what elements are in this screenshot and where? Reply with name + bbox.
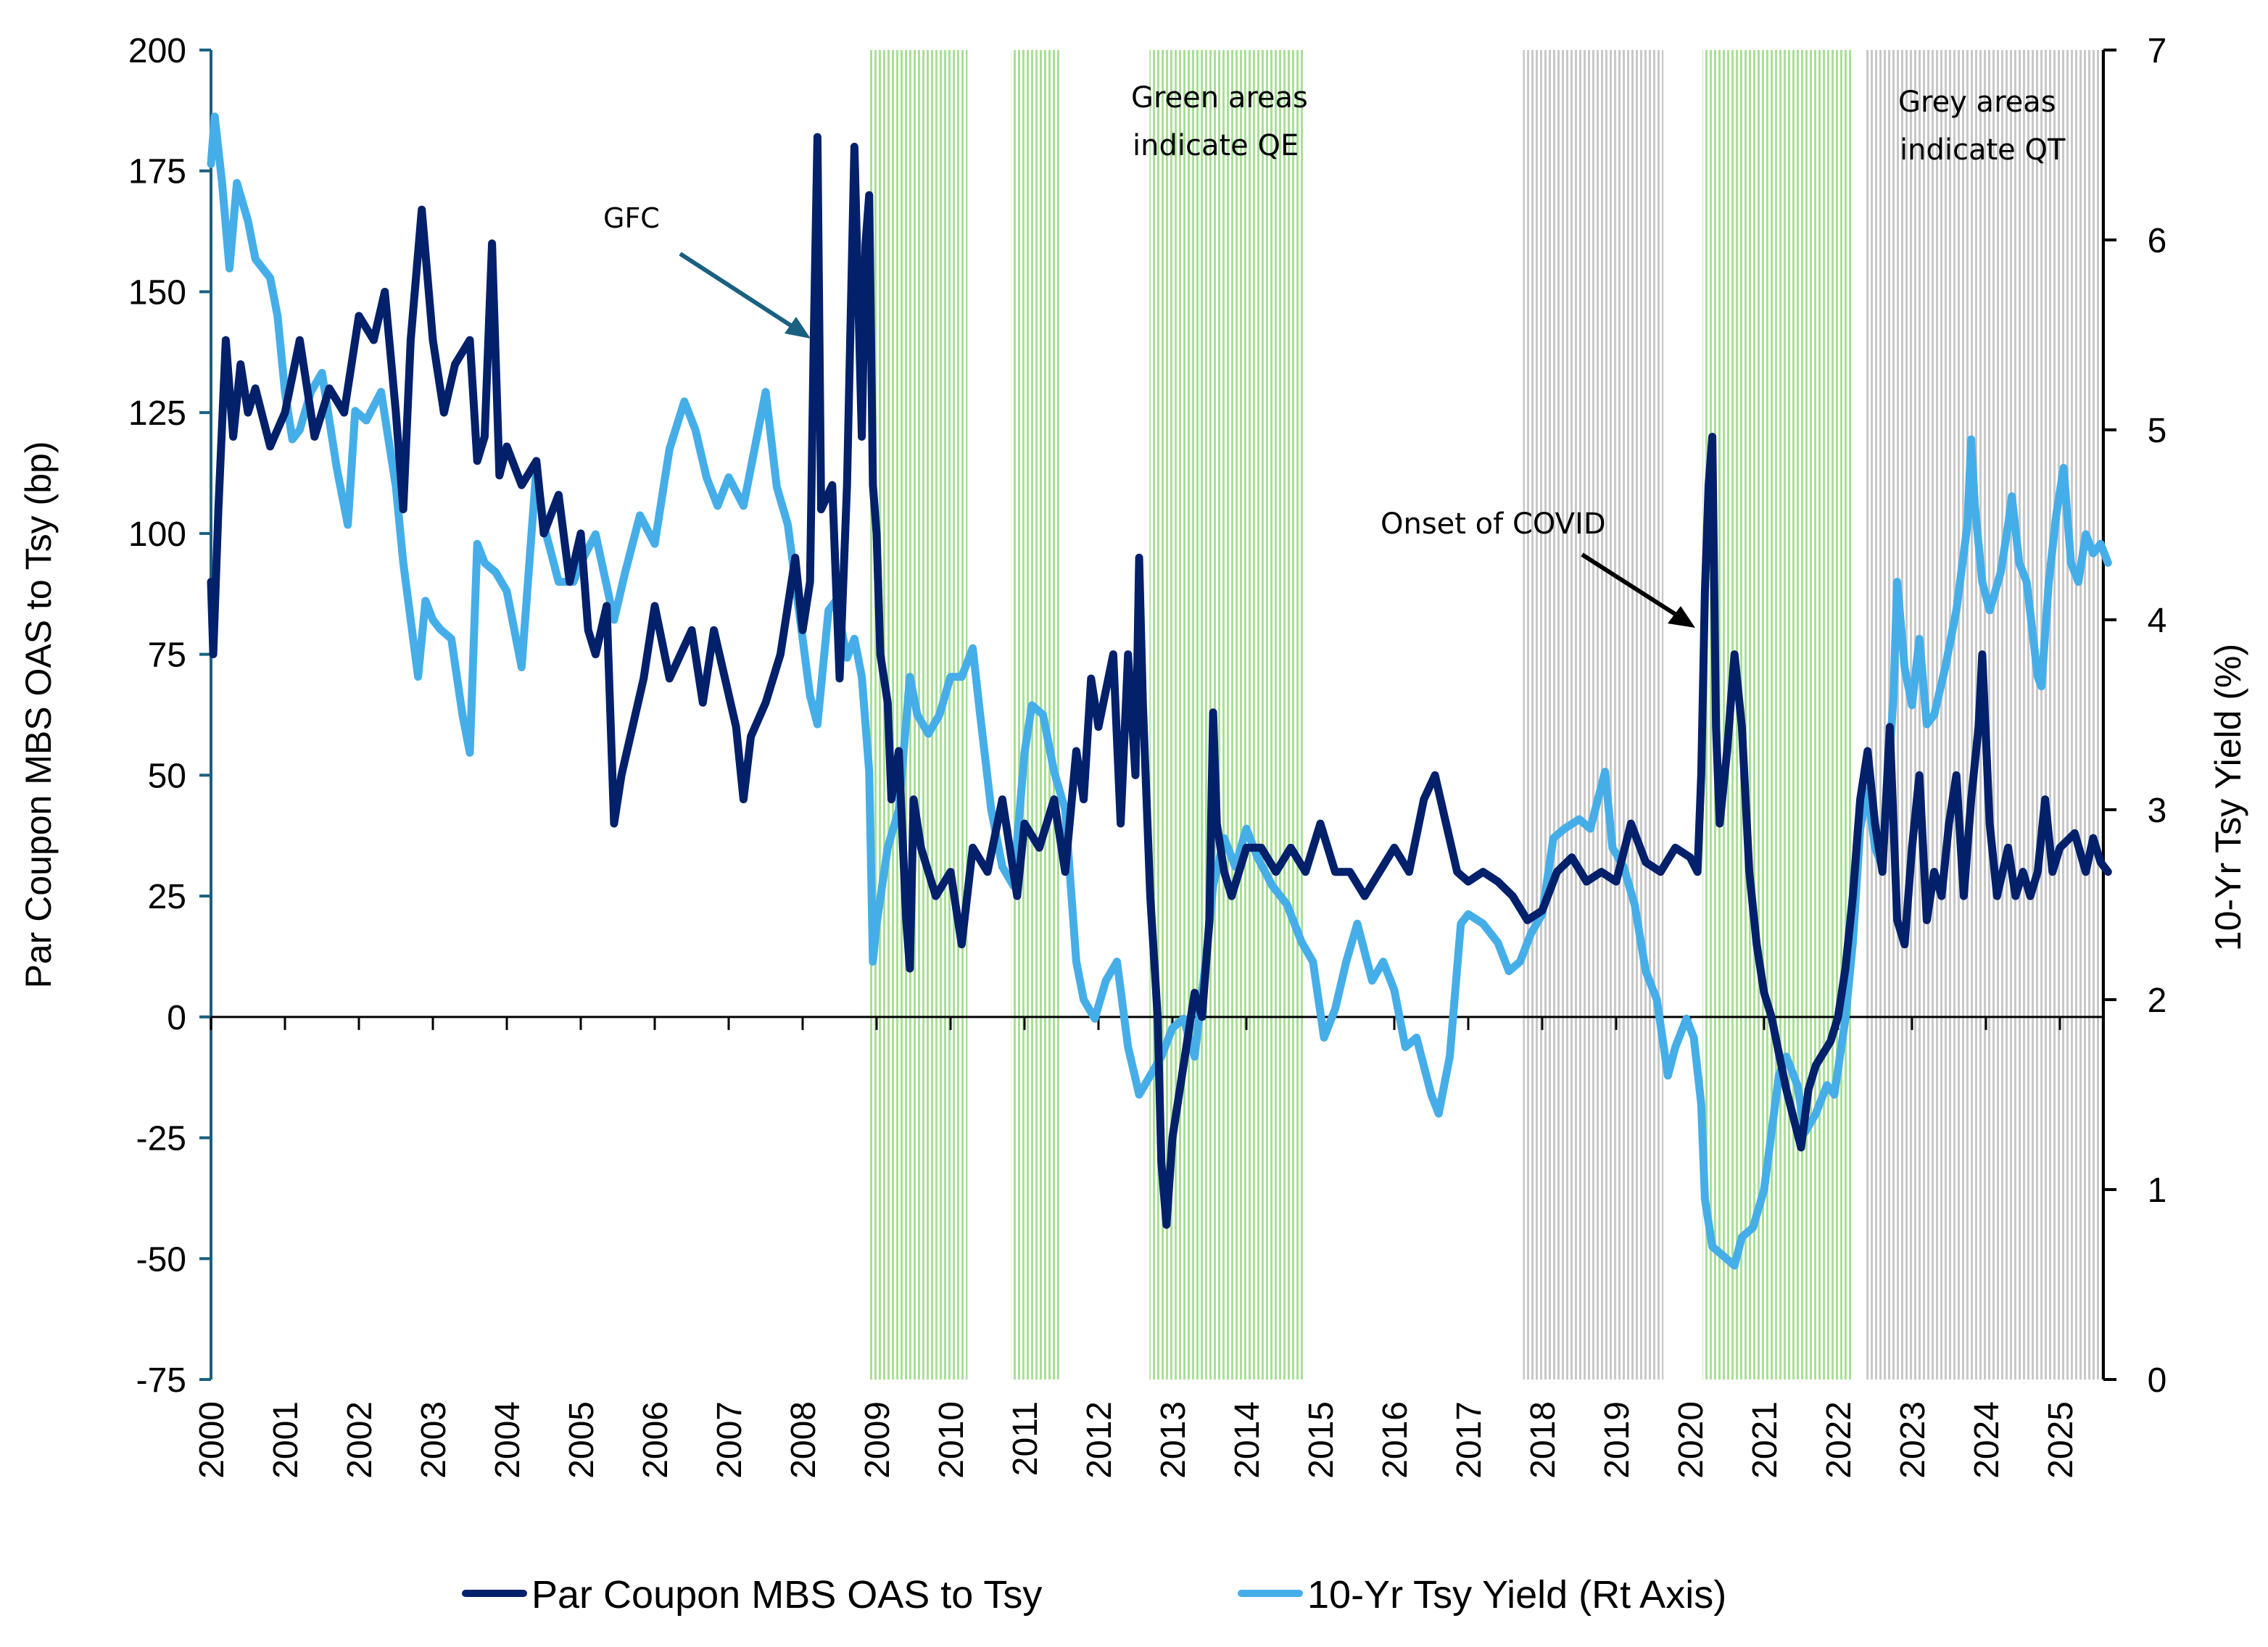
right-y-tick-label: 4 [2148,602,2167,640]
right-y-tick-label: 2 [2148,982,2167,1020]
qt-note-line2: indicate QT [1900,133,2066,167]
x-tick-label: 2007 [711,1401,749,1479]
left-y-tick-label: 75 [148,636,186,675]
axes: 200 175 150 125 100 75 50 25 0 -25 -50 -75 7 6 5 4 3 2 1 0 2… [128,32,2166,1479]
left-y-tick-label: -25 [136,1120,186,1158]
qe-note-line1: Green areas [1131,81,1308,115]
x-tick-label: 2018 [1524,1401,1563,1479]
legend-item-oas[interactable]: Par Coupon MBS OAS to Tsy [462,1573,1042,1617]
right-axis-title: 10-Yr Tsy Yield (%) [2208,644,2248,951]
right-y-tick-label: 5 [2148,412,2167,450]
x-tick-label: 2019 [1598,1401,1636,1479]
x-tick-label: 2022 [1820,1401,1858,1479]
x-tick-label: 2004 [489,1401,527,1479]
gfc-arrowhead [785,317,811,339]
covid-arrow [1581,552,1682,620]
x-tick-label: 2023 [1894,1401,1932,1479]
covid-annotation-label: Onset of COVID [1381,507,1606,541]
right-y-tick-label: 1 [2148,1171,2167,1210]
qt-band-3 [1523,50,1664,1380]
x-tick-label: 2014 [1228,1401,1267,1479]
x-tick-label: 2010 [932,1401,971,1479]
x-tick-label: 2002 [341,1401,379,1479]
right-y-tick-label: 6 [2148,222,2167,260]
left-y-tick-label: 175 [128,153,186,191]
x-tick-label: 2006 [637,1401,675,1479]
x-tick-label: 2025 [2042,1401,2080,1479]
x-tick-label: 2009 [858,1401,897,1479]
right-y-tick-label: 7 [2148,32,2167,70]
covid-arrowhead [1668,606,1695,628]
gfc-annotation-label: GFC [603,202,660,234]
legend-label-yield: 10-Yr Tsy Yield (Rt Axis) [1307,1573,1726,1617]
left-y-tick-label: 125 [128,394,186,433]
left-y-tick-label: 0 [167,999,186,1037]
legend: Par Coupon MBS OAS to Tsy 10-Yr Tsy Yiel… [462,1573,1726,1617]
shaded-periods [869,50,2103,1380]
legend-item-yield[interactable]: 10-Yr Tsy Yield (Rt Axis) [1238,1573,1726,1617]
x-tick-label: 2020 [1672,1401,1710,1479]
x-tick-label: 2024 [1968,1401,2006,1479]
x-tick-label: 2005 [563,1401,601,1479]
x-tick-label: 2016 [1376,1401,1415,1479]
x-tick-label: 2021 [1746,1401,1784,1479]
left-y-tick-label: -50 [136,1240,186,1279]
x-tick-label: 2008 [785,1401,823,1479]
x-tick-label: 2013 [1154,1401,1193,1479]
x-tick-label: 2015 [1302,1401,1341,1479]
left-y-tick-label: -75 [136,1361,186,1400]
x-tick-label: 2001 [267,1401,305,1479]
annotations: GFC Onset of COVID Green areas indicate … [603,81,2066,628]
gfc-arrow [679,252,799,332]
x-tick-label: 2012 [1080,1401,1119,1479]
series-line-oas [207,133,2112,1229]
x-tick-label: 2003 [415,1401,453,1479]
right-y-tick-label: 0 [2148,1361,2167,1400]
x-tick-label: 2000 [193,1401,231,1479]
left-y-tick-label: 25 [148,878,186,916]
left-y-tick-label: 100 [128,515,186,554]
qe-note-line2: indicate QE [1133,129,1299,162]
qe-band-4 [1702,50,1853,1380]
x-tick-label: 2017 [1450,1401,1489,1479]
right-y-tick-label: 3 [2148,792,2167,830]
qt-note-line1: Grey areas [1898,86,2056,119]
left-y-tick-label: 150 [128,273,186,312]
left-axis-title: Par Coupon MBS OAS to Tsy (bp) [18,441,59,989]
x-tick-label: 2011 [1006,1401,1045,1476]
legend-label-oas: Par Coupon MBS OAS to Tsy [531,1573,1042,1617]
left-y-tick-label: 50 [148,757,186,795]
series-layer [207,112,2112,1270]
qe-band-2 [1149,50,1305,1380]
left-y-tick-label: 200 [128,32,186,70]
qe-band-1 [1011,50,1059,1380]
